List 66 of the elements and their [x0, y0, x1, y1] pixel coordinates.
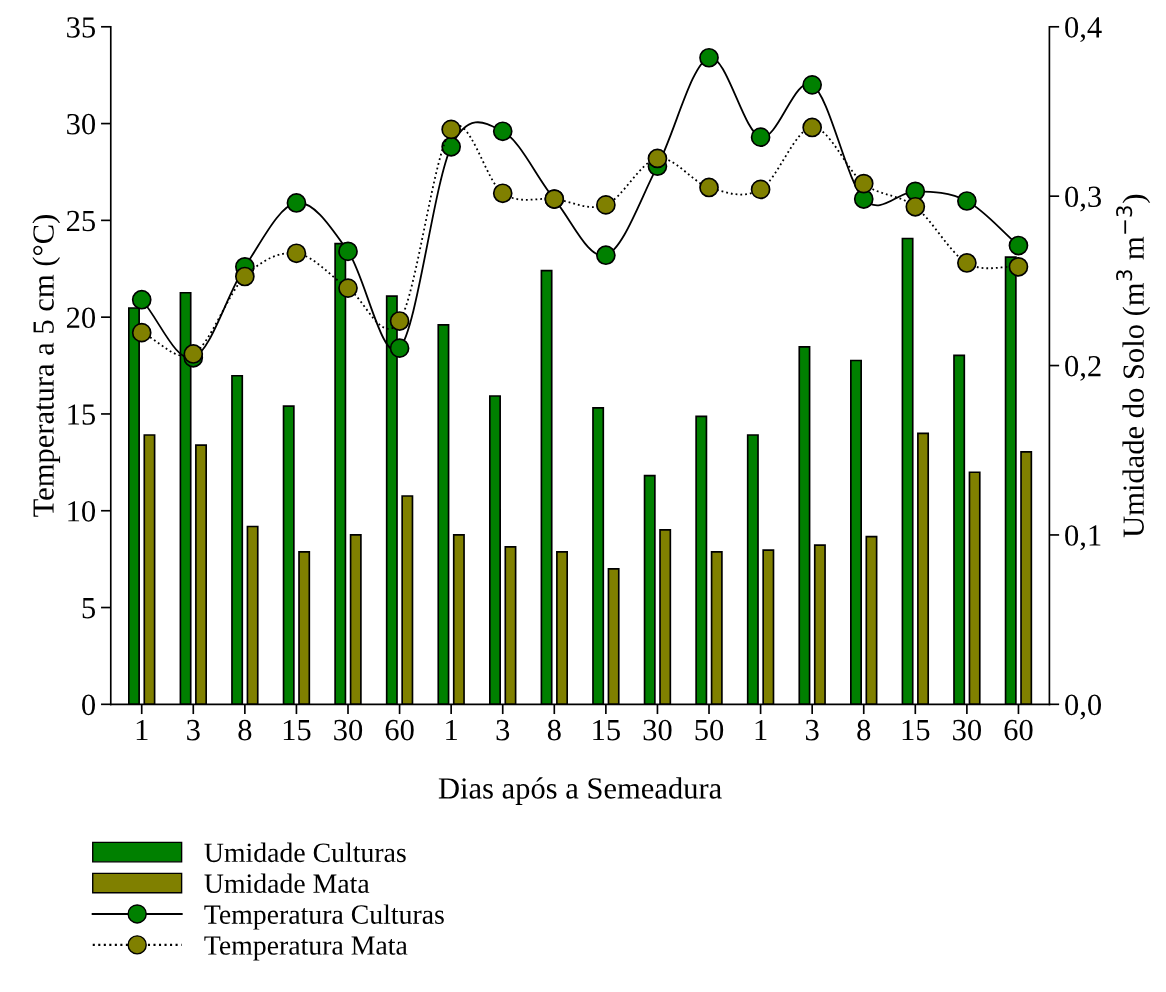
point	[286, 193, 307, 213]
x-tick-label: 3	[187, 719, 200, 741]
point	[596, 245, 616, 266]
y2-tick-label: 0,3	[1065, 186, 1101, 212]
point	[699, 177, 719, 198]
point	[338, 241, 358, 262]
legend-label: Temperatura Culturas	[204, 904, 444, 930]
x-axis-title: Dias após a Semeadura	[438, 777, 722, 805]
y-axis-title: Temperatura a 5 cm (°C)	[32, 215, 61, 517]
legend-label: Temperatura Mata	[204, 936, 408, 961]
x-tick-label: 3	[496, 719, 510, 741]
legend-label: Umidade Mata	[204, 873, 370, 894]
point	[957, 253, 977, 273]
x-tick-label: 8	[547, 719, 561, 741]
point	[286, 243, 307, 264]
x-tick-label: 30	[643, 719, 672, 741]
y-tick-label: 30	[67, 113, 96, 135]
x-tick-label: 15	[283, 719, 311, 741]
point	[905, 196, 926, 217]
y2-axis-title: Umidade do Solo (m$^{3}$ m$^{−3}$)	[1116, 194, 1151, 538]
y-tick-label: 20	[66, 307, 96, 329]
point	[1008, 256, 1029, 277]
x-tick-label: 1	[755, 719, 767, 741]
x-tick-label: 60	[1004, 719, 1033, 741]
point	[492, 121, 513, 142]
point	[750, 179, 771, 200]
x-tick-label: 3	[805, 719, 819, 741]
y2-tick-label: 0,4	[1065, 17, 1102, 43]
x-tick-label: 50	[695, 719, 724, 741]
point	[389, 338, 410, 358]
y-tick-label: 35	[67, 17, 95, 38]
x-tick-label: 1	[446, 719, 457, 741]
legend-label: Umidade Culturas	[204, 842, 406, 863]
point	[750, 127, 771, 147]
point	[802, 117, 823, 138]
point	[441, 136, 462, 157]
x-tick-label: 15	[593, 719, 620, 741]
x-tick-label: 15	[902, 719, 930, 741]
y2-tick-label: 0,1	[1065, 525, 1101, 551]
point	[596, 195, 616, 215]
x-tick-label: 8	[238, 719, 252, 741]
point	[131, 289, 152, 310]
y-tick-label: 5	[82, 598, 95, 619]
point	[234, 266, 255, 287]
y-tick-label: 10	[68, 501, 96, 522]
point	[802, 74, 823, 95]
y-tick-label: 25	[66, 210, 95, 232]
point	[699, 47, 719, 68]
x-tick-label: 1	[136, 719, 148, 741]
point	[338, 278, 358, 298]
point	[441, 119, 462, 140]
point	[389, 311, 410, 331]
point	[853, 173, 874, 194]
x-tick-label: 30	[953, 719, 981, 741]
x-tick-label: 8	[857, 719, 871, 741]
x-tick-label: 30	[334, 719, 363, 741]
x-tick-label: 60	[385, 719, 414, 741]
point	[957, 191, 977, 211]
point	[1008, 235, 1029, 256]
y-tick-label: 0	[82, 694, 96, 716]
y2-tick-label: 0,0	[1065, 694, 1102, 720]
point	[647, 148, 668, 169]
point	[492, 183, 513, 204]
y2-tick-label: 0,2	[1065, 355, 1101, 381]
y-tick-label: 15	[68, 404, 95, 425]
point	[131, 322, 152, 343]
